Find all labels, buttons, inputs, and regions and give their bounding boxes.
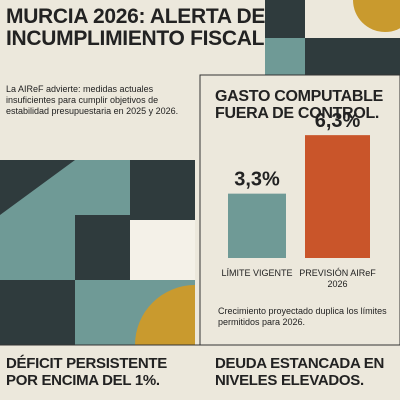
bar xyxy=(228,193,286,258)
category-label: LÍMITE VIGENTE xyxy=(221,268,293,278)
value-label: 3,3% xyxy=(234,169,280,191)
chart: 3,3% 6,3% xyxy=(228,110,370,258)
title: MURCIA 2026: ALERTA DE INCUMPLIMIENTO FI… xyxy=(6,5,266,50)
footer-right: DEUDA ESTANCADA EN NIVELES ELEVADOS. xyxy=(215,355,385,389)
category-label: PREVISIÓN AIReF 2026 xyxy=(299,268,376,289)
intro: La AIReF advierte: medidas actuales insu… xyxy=(6,84,179,116)
value-label: 6,3% xyxy=(315,110,361,132)
chart-title: GASTO COMPUTABLE FUERA DE CONTROL. xyxy=(215,88,383,122)
footer-left: DÉFICIT PERSISTENTE POR ENCIMA DEL 1%. xyxy=(6,355,167,389)
chart-note: Crecimiento proyectado duplica los límit… xyxy=(218,306,387,327)
bar xyxy=(305,135,370,258)
